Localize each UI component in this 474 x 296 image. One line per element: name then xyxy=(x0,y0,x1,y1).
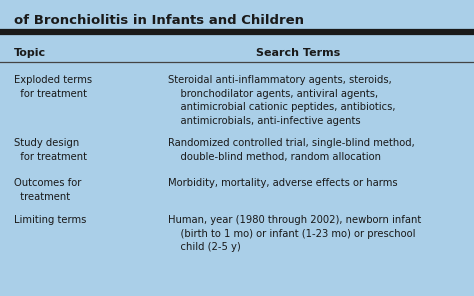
Text: Search Terms: Search Terms xyxy=(256,48,341,58)
Text: Topic: Topic xyxy=(14,48,46,58)
Text: Limiting terms: Limiting terms xyxy=(14,215,87,225)
Text: Outcomes for
  treatment: Outcomes for treatment xyxy=(14,178,82,202)
Text: Human, year (1980 through 2002), newborn infant
    (birth to 1 mo) or infant (1: Human, year (1980 through 2002), newborn… xyxy=(168,215,421,252)
Text: Randomized controlled trial, single-blind method,
    double-blind method, rando: Randomized controlled trial, single-blin… xyxy=(168,138,415,162)
Text: of Bronchiolitis in Infants and Children: of Bronchiolitis in Infants and Children xyxy=(14,14,304,27)
Text: Study design
  for treatment: Study design for treatment xyxy=(14,138,87,162)
Text: Steroidal anti-inflammatory agents, steroids,
    bronchodilator agents, antivir: Steroidal anti-inflammatory agents, ster… xyxy=(168,75,396,126)
Text: Morbidity, mortality, adverse effects or harms: Morbidity, mortality, adverse effects or… xyxy=(168,178,398,188)
Text: Exploded terms
  for treatment: Exploded terms for treatment xyxy=(14,75,92,99)
